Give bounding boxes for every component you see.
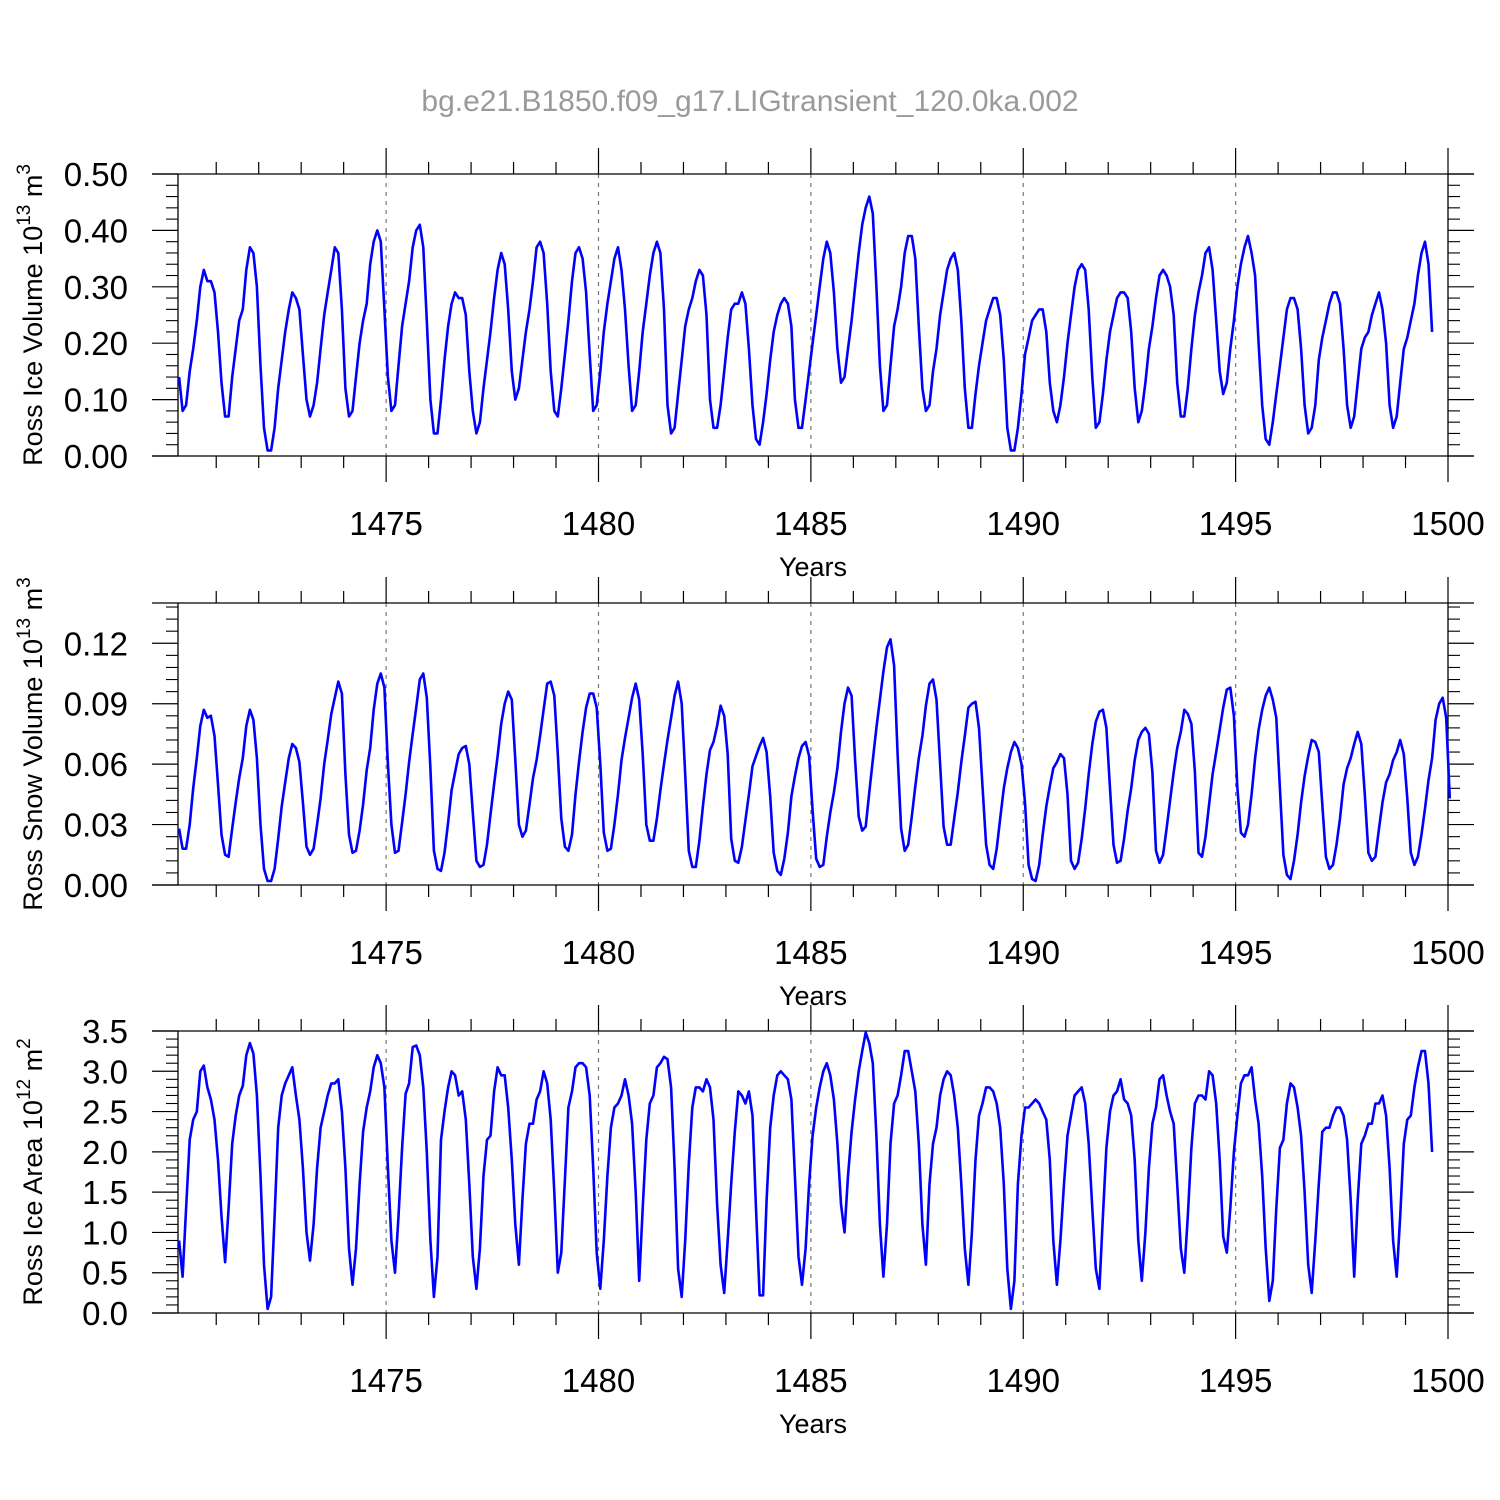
panel-1: 1475 1480 1485 1490 1495 1500 0.00 0.10 0.20 0.30… [14,148,1485,582]
series-line [177,1031,1434,1311]
y-tick-label: 0.50 [64,156,128,193]
y-tick-label: 0.00 [64,867,128,904]
y-axis-title-superscript: 13 [14,618,35,639]
y-tick-label: 0.0 [82,1295,128,1332]
y-tick-label: 2.0 [82,1134,128,1171]
y-axis-title-superscript: 12 [14,1079,35,1100]
y-tick-label: 0.06 [64,746,128,783]
y-axis-title: Ross Ice Area 1012 m2 [14,1038,48,1305]
x-axis-title: Years [779,981,847,1011]
y-tick-label: 0.40 [64,212,128,249]
y-axis-title-superscript: 2 [14,1038,35,1049]
y-tick-label: 1.0 [82,1214,128,1251]
y-tick-label: 1.5 [82,1174,128,1211]
y-axis-title-text: Ross Snow Volume 10 [18,639,48,911]
panel-3: 1475 1480 1485 1490 1495 15000.00.51.01.52.02… [14,1005,1485,1439]
x-tick-label: 1485 [774,934,847,971]
figure-title: bg.e21.B1850.f09_g17.LIGtransient_120.0k… [421,85,1078,118]
x-tick-label: 1480 [562,505,635,542]
y-tick-label: 0.09 [64,686,128,723]
y-axis-title-superscript: 13 [14,205,35,226]
series-line [177,195,1434,452]
x-tick-label: 1475 [349,1362,422,1399]
y-tick-label: 0.03 [64,807,128,844]
x-tick-label: 1475 [349,505,422,542]
y-tick-label: 0.20 [64,325,128,362]
y-axis-title-superscript: 3 [14,164,35,175]
x-tick-label: 1490 [987,505,1060,542]
y-tick-label: 3.0 [82,1053,128,1090]
x-tick-label: 1500 [1411,505,1484,542]
y-axis-title-text: m [18,175,48,205]
y-axis-title-superscript: 3 [14,577,35,588]
panel-2: 1475 1480 1485 1490 1495 1500 0.00 0.03 0.06 0.09… [14,577,1485,1011]
y-axis-title-text: Ross Ice Area 10 [18,1100,48,1306]
y-tick-label: 0.10 [64,382,128,419]
y-tick-label: 3.5 [82,1013,128,1050]
x-axis-title: Years [779,1409,847,1439]
x-tick-label: 1485 [774,505,847,542]
x-tick-label: 1490 [987,1362,1060,1399]
y-tick-label: 2.5 [82,1094,128,1131]
y-axis-title-text: m [18,588,48,618]
y-axis-title: Ross Snow Volume 1013 m3 [14,577,48,910]
y-axis-title: Ross Ice Volume 1013 m3 [14,164,48,466]
series-line [177,637,1452,883]
x-tick-label: 1490 [987,934,1060,971]
x-tick-label: 1485 [774,1362,847,1399]
y-tick-label: 0.30 [64,269,128,306]
x-tick-label: 1495 [1199,1362,1272,1399]
x-tick-label: 1495 [1199,505,1272,542]
x-tick-label: 1495 [1199,934,1272,971]
y-tick-label: 0.5 [82,1255,128,1292]
y-tick-label: 0.00 [64,438,128,475]
x-tick-label: 1480 [562,934,635,971]
y-axis-title-text: m [18,1049,48,1079]
y-axis-title-text: Ross Ice Volume 10 [18,226,48,466]
x-tick-label: 1475 [349,934,422,971]
x-axis-title: Years [779,552,847,582]
x-tick-label: 1480 [562,1362,635,1399]
y-tick-label: 0.12 [64,625,128,662]
panels: 1475 1480 1485 1490 1495 1500 0.00 0.10 0.20 0.30… [14,148,1485,1439]
x-tick-label: 1500 [1411,934,1484,971]
x-tick-label: 1500 [1411,1362,1484,1399]
